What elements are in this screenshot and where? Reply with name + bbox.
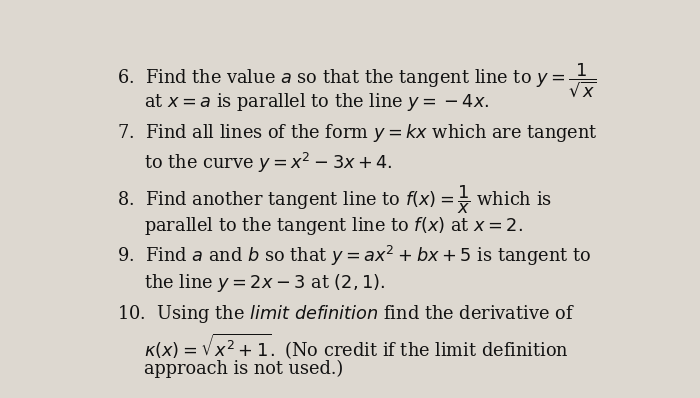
Text: $\kappa(x) = \sqrt{x^2 + 1}.$ (No credit if the limit definition: $\kappa(x) = \sqrt{x^2 + 1}.$ (No credit… (144, 331, 569, 361)
Text: the line $y = 2x - 3$ at $(2, 1).$: the line $y = 2x - 3$ at $(2, 1).$ (144, 272, 386, 294)
Text: approach is not used.): approach is not used.) (144, 360, 344, 378)
Text: 10.  Using the $\mathit{limit\ definition}$ find the derivative of: 10. Using the $\mathit{limit\ definition… (118, 303, 575, 325)
Text: parallel to the tangent line to $f(x)$ at $x = 2.$: parallel to the tangent line to $f(x)$ a… (144, 215, 524, 237)
Text: 9.  Find $a$ and $b$ so that $y = ax^2 + bx + 5$ is tangent to: 9. Find $a$ and $b$ so that $y = ax^2 + … (118, 244, 592, 268)
Text: at $x = a$ is parallel to the line $y = -4x.$: at $x = a$ is parallel to the line $y = … (144, 91, 490, 113)
Text: 6.  Find the value $a$ so that the tangent line to $y = \dfrac{1}{\sqrt{x}}$: 6. Find the value $a$ so that the tangen… (118, 62, 597, 100)
Text: 7.  Find all lines of the form $y = kx$ which are tangent: 7. Find all lines of the form $y = kx$ w… (118, 122, 598, 144)
Text: to the curve $y = x^2 - 3x + 4.$: to the curve $y = x^2 - 3x + 4.$ (144, 150, 393, 175)
Text: 8.  Find another tangent line to $f(x) = \dfrac{1}{x}$ which is: 8. Find another tangent line to $f(x) = … (118, 183, 552, 216)
